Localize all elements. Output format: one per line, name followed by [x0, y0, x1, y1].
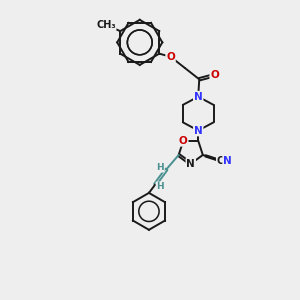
- Text: N: N: [186, 159, 195, 169]
- Text: O: O: [210, 70, 219, 80]
- Text: H: H: [156, 182, 164, 191]
- Text: N: N: [223, 156, 232, 166]
- Text: O: O: [166, 52, 175, 62]
- Text: N: N: [194, 92, 203, 102]
- Text: N: N: [194, 125, 203, 136]
- Text: C: C: [217, 156, 224, 166]
- Text: O: O: [179, 136, 188, 146]
- Text: H: H: [156, 163, 164, 172]
- Text: CH₃: CH₃: [96, 20, 116, 30]
